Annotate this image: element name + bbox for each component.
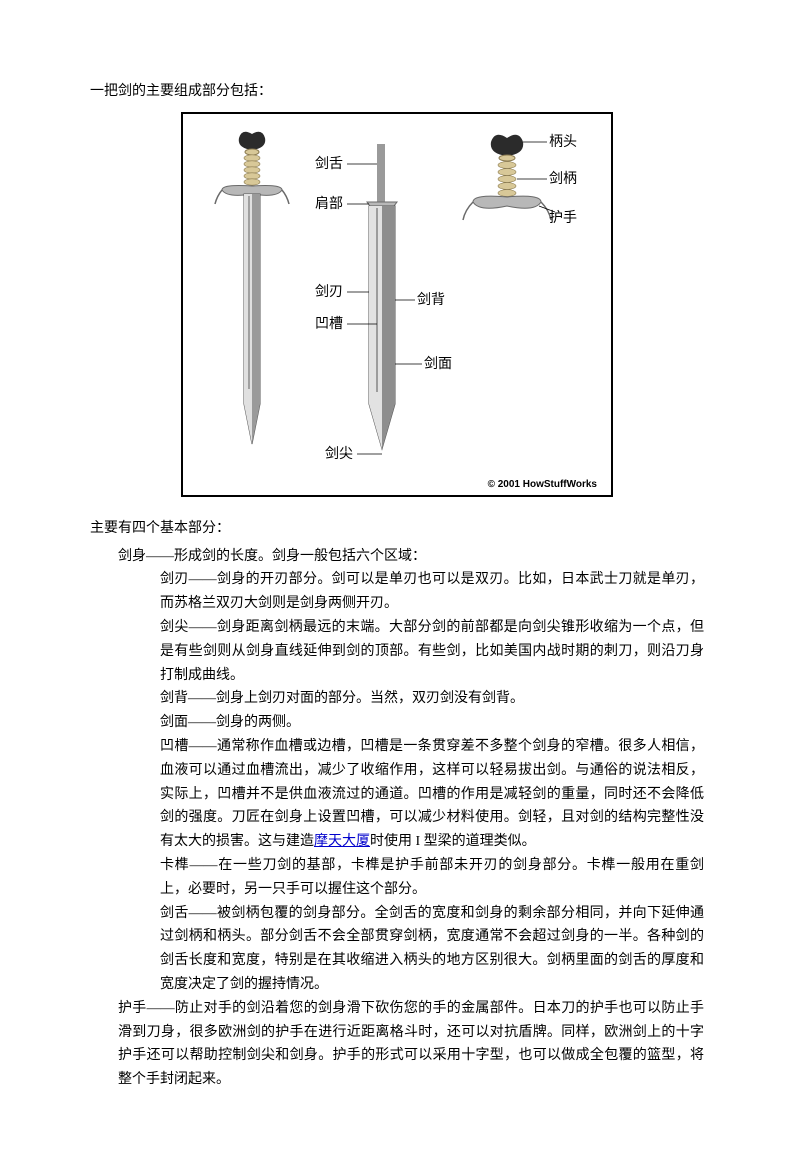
figure-container: 剑舌 肩部 剑刃 剑背 凹槽 剑面 剑尖 (90, 112, 704, 497)
part-guard: 护手——防止对手的剑沿着您的剑身滑下砍伤您的手的金属部件。日本刀的护手也可以防止… (118, 997, 704, 1092)
fuller-text-b: 时使用 I 型梁的道理类似。 (370, 834, 536, 849)
label-fuller: 凹槽 (315, 316, 343, 332)
fuller-text-a: 凹槽——通常称作血槽或边槽，凹槽是一条贯穿差不多整个剑身的窄槽。很多人相信，血液… (160, 739, 704, 849)
label-guard: 护手 (549, 210, 577, 226)
label-tang: 剑舌 (315, 156, 343, 172)
part-fuller: 凹槽——通常称作血槽或边槽，凹槽是一条贯穿差不多整个剑身的窄槽。很多人相信，血液… (160, 735, 704, 854)
part-tip: 剑尖——剑身距离剑柄最远的末端。大部分剑的前部都是向剑尖锥形收缩为一个点，但是有… (160, 616, 704, 687)
label-pommel: 柄头 (549, 134, 577, 150)
part-ricasso: 卡榫——在一些刀剑的基部，卡榫是护手前部未开刃的剑身部分。卡榫一般用在重剑上，必… (160, 854, 704, 902)
label-point: 剑尖 (325, 446, 353, 462)
label-shoulder: 肩部 (315, 196, 343, 212)
diagram-svg: 剑舌 肩部 剑刃 剑背 凹槽 剑面 剑尖 (197, 124, 597, 474)
section-four-parts: 主要有四个基本部分： (90, 517, 704, 541)
label-flat: 剑面 (424, 356, 452, 372)
part-edge: 剑刃——剑身的开刃部分。剑可以是单刃也可以是双刃。比如，日本武士刀就是单刃，而苏… (160, 568, 704, 616)
label-grip: 剑柄 (549, 171, 577, 187)
label-edge: 剑刃 (315, 284, 343, 300)
diagram-credit: © 2001 HowStuffWorks (197, 476, 597, 493)
label-back: 剑背 (417, 292, 445, 308)
blade-lead: 剑身——形成剑的长度。剑身一般包括六个区域： (118, 545, 704, 569)
skyscraper-link[interactable]: 摩天大厦 (314, 834, 370, 849)
intro-text: 一把剑的主要组成部分包括： (90, 80, 704, 104)
part-flat: 剑面——剑身的两侧。 (160, 711, 704, 735)
sword-diagram: 剑舌 肩部 剑刃 剑背 凹槽 剑面 剑尖 (181, 112, 613, 497)
part-back: 剑背——剑身上剑刃对面的部分。当然，双刃剑没有剑背。 (160, 687, 704, 711)
part-tang: 剑舌——被剑柄包覆的剑身部分。全剑舌的宽度和剑身的剩余部分相同，并向下延伸通过剑… (160, 902, 704, 997)
